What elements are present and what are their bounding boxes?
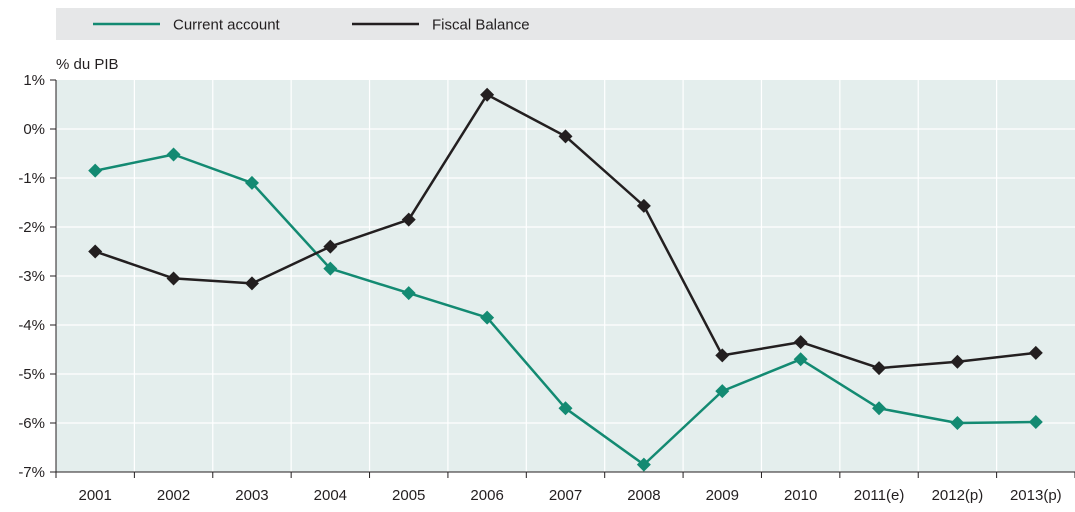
data-point-marker xyxy=(244,175,259,190)
data-point-marker xyxy=(244,276,259,291)
x-tick-label: 2006 xyxy=(470,487,503,504)
x-tick-label: 2002 xyxy=(157,487,190,504)
series-group xyxy=(88,87,1043,472)
legend-background xyxy=(56,8,1075,40)
data-point-marker xyxy=(715,384,730,399)
y-tick-label: -3% xyxy=(18,268,45,285)
data-point-marker xyxy=(950,416,965,430)
y-axis: 1% 0% -1% -2% -3% -4% -5% -6% -7% xyxy=(18,72,57,481)
legend: Current account Fiscal Balance xyxy=(93,17,530,34)
y-tick-label: -4% xyxy=(18,317,45,334)
data-point-marker xyxy=(88,163,103,178)
y-tick-label: -5% xyxy=(18,366,45,383)
data-point-marker xyxy=(323,239,338,254)
y-tick-label: 0% xyxy=(23,121,45,138)
data-point-marker xyxy=(480,87,495,102)
y-tick-label: -1% xyxy=(18,170,45,187)
data-point-marker xyxy=(636,198,651,213)
legend-label-1: Fiscal Balance xyxy=(432,17,530,34)
x-tick-label: 2012(p) xyxy=(932,487,984,504)
data-point-marker xyxy=(715,348,730,363)
x-tick-label: 2001 xyxy=(79,487,112,504)
data-point-marker xyxy=(793,352,808,367)
data-point-marker xyxy=(558,401,573,416)
data-point-marker xyxy=(1028,345,1043,360)
x-tick-label: 2013(p) xyxy=(1010,487,1062,504)
x-tick-label: 2007 xyxy=(549,487,582,504)
data-point-marker xyxy=(558,129,573,144)
x-tick-label: 2003 xyxy=(235,487,268,504)
y-tick-label: -7% xyxy=(18,464,45,481)
x-tick-label: 2009 xyxy=(706,487,739,504)
data-point-marker xyxy=(166,271,181,286)
data-point-marker xyxy=(872,401,887,416)
x-tick-label: 2008 xyxy=(627,487,660,504)
x-axis: 2001 2002 2003 2004 2005 2006 2007 2008 2009 2010… xyxy=(55,471,1075,504)
x-tick-label: 2005 xyxy=(392,487,425,504)
data-point-marker xyxy=(88,244,103,259)
data-point-marker xyxy=(480,310,495,325)
data-point-marker xyxy=(323,261,338,276)
data-point-marker xyxy=(872,361,887,376)
data-point-marker xyxy=(950,354,965,369)
data-point-marker xyxy=(636,457,651,472)
y-tick-label: -6% xyxy=(18,415,45,432)
y-axis-label: % du PIB xyxy=(56,56,119,73)
x-tick-label: 2004 xyxy=(314,487,347,504)
data-point-marker xyxy=(793,335,808,350)
gridlines xyxy=(56,80,1075,472)
legend-label-0: Current account xyxy=(173,17,281,34)
x-tick-label: 2010 xyxy=(784,487,817,504)
data-point-marker xyxy=(401,212,416,227)
y-tick-label: -2% xyxy=(18,219,45,236)
data-point-marker xyxy=(401,286,416,301)
y-tick-label: 1% xyxy=(23,72,45,89)
data-point-marker xyxy=(1028,415,1043,430)
x-tick-label: 2011(e) xyxy=(854,487,905,504)
data-point-marker xyxy=(166,147,181,162)
